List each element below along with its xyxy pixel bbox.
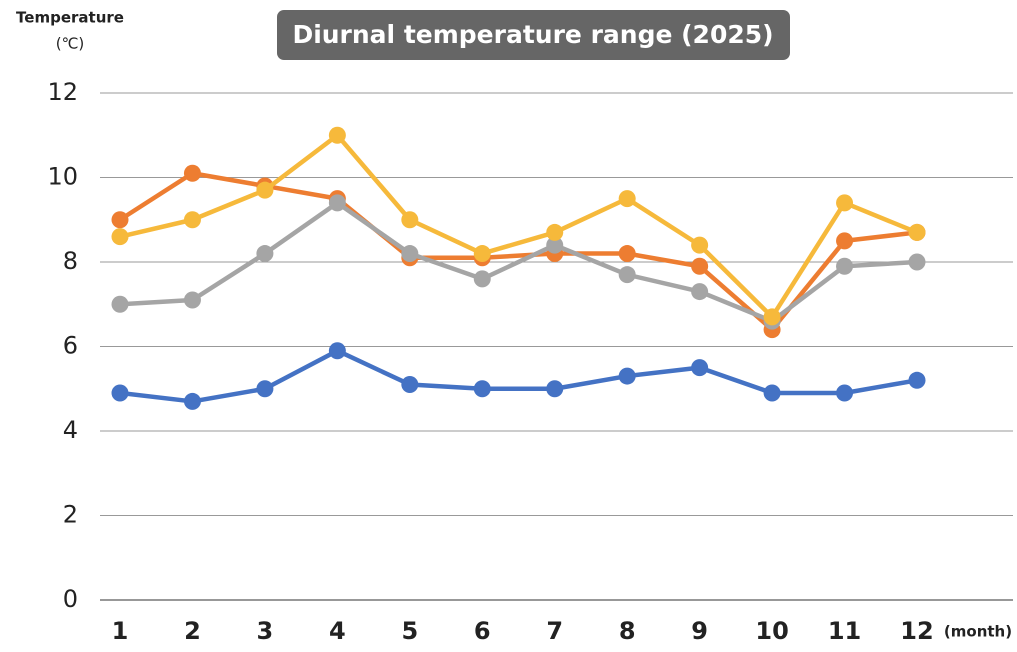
y-axis-unit: (℃) xyxy=(56,35,85,53)
data-point xyxy=(763,308,781,326)
data-point xyxy=(328,194,346,212)
y-tick-label: 4 xyxy=(63,416,78,444)
data-point xyxy=(691,257,709,275)
data-point xyxy=(401,211,419,229)
x-tick-label: 7 xyxy=(546,617,563,645)
data-point xyxy=(836,232,854,250)
x-tick-label: 11 xyxy=(828,617,861,645)
data-point xyxy=(763,384,781,402)
data-point xyxy=(836,257,854,275)
data-point xyxy=(401,245,419,263)
data-point xyxy=(256,181,274,199)
data-point xyxy=(691,236,709,254)
x-tick-label: 2 xyxy=(184,617,201,645)
data-point xyxy=(546,380,564,398)
data-point xyxy=(183,211,201,229)
y-tick-label: 6 xyxy=(63,332,78,360)
x-tick-label: 9 xyxy=(691,617,708,645)
data-point xyxy=(183,164,201,182)
data-point xyxy=(473,270,491,288)
y-tick-label: 12 xyxy=(47,78,78,106)
x-tick-label: 6 xyxy=(474,617,491,645)
x-tick-label: 4 xyxy=(329,617,346,645)
data-point xyxy=(836,384,854,402)
x-tick-label: 12 xyxy=(900,617,933,645)
data-point xyxy=(111,211,129,229)
data-point xyxy=(256,245,274,263)
data-point xyxy=(473,380,491,398)
data-point xyxy=(111,384,129,402)
series-line xyxy=(119,200,918,324)
data-point xyxy=(328,126,346,144)
data-point xyxy=(183,392,201,410)
x-tick-label: 5 xyxy=(401,617,418,645)
data-point xyxy=(256,380,274,398)
data-point xyxy=(618,266,636,284)
data-point xyxy=(401,376,419,394)
x-axis-unit: (month) xyxy=(944,623,1012,641)
y-tick-label: 8 xyxy=(63,247,78,275)
series-line xyxy=(119,133,918,320)
x-tick-label: 8 xyxy=(619,617,636,645)
x-tick-label: 10 xyxy=(755,617,788,645)
chart-title: Diurnal temperature range (2025) xyxy=(292,20,773,49)
data-point xyxy=(111,295,129,313)
data-point xyxy=(908,223,926,241)
data-point xyxy=(473,245,491,263)
data-point xyxy=(908,371,926,389)
series-line xyxy=(119,348,918,404)
data-point xyxy=(183,291,201,309)
data-point xyxy=(691,283,709,301)
data-point xyxy=(618,367,636,385)
data-point xyxy=(546,236,564,254)
data-point xyxy=(546,223,564,241)
x-tick-label: 3 xyxy=(257,617,274,645)
series-line xyxy=(118,171,918,332)
title-box xyxy=(277,10,790,60)
data-point xyxy=(618,245,636,263)
data-point xyxy=(691,359,709,377)
y-axis-label: Temperature xyxy=(16,9,124,27)
data-point xyxy=(618,190,636,208)
y-tick-label: 0 xyxy=(63,585,78,613)
x-tick-label: 1 xyxy=(112,617,129,645)
data-point xyxy=(328,342,346,360)
data-point xyxy=(908,253,926,271)
y-tick-label: 10 xyxy=(47,163,78,191)
y-tick-label: 2 xyxy=(63,501,78,529)
data-point xyxy=(111,228,129,246)
data-point xyxy=(836,194,854,212)
